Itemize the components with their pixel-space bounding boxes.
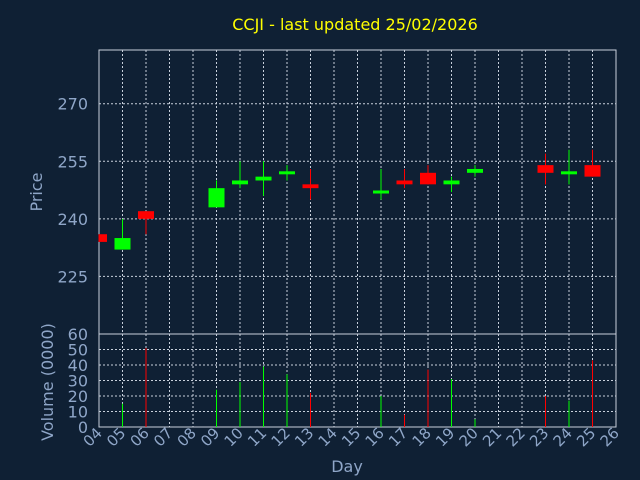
candle-body <box>114 238 131 250</box>
x-tick-label: 06 <box>127 424 153 450</box>
x-tick-label: 24 <box>550 424 576 450</box>
candle <box>467 165 483 177</box>
candle-body <box>255 176 272 181</box>
price-axis-label: Price <box>27 172 46 211</box>
candle-body <box>584 165 601 177</box>
x-tick-label: 25 <box>573 424 599 450</box>
volume-panel-frame <box>98 333 617 428</box>
candle <box>208 180 225 208</box>
candle-body <box>208 188 225 208</box>
candle <box>114 218 131 250</box>
volume-tick-label: 40 <box>68 356 88 375</box>
x-tick-label: 16 <box>362 424 388 450</box>
x-tick-label: 23 <box>526 424 552 450</box>
x-tick-label: 18 <box>409 424 435 450</box>
candle <box>537 153 554 185</box>
candle-body <box>302 184 319 189</box>
x-tick-label: 13 <box>291 424 317 450</box>
x-tick-label: 09 <box>197 424 223 450</box>
candle-body <box>420 172 436 185</box>
price-panel: 225 240 255 270 <box>57 49 617 335</box>
candle <box>561 149 577 185</box>
x-tick-label: 07 <box>150 424 176 450</box>
x-tick-label: 21 <box>479 424 505 450</box>
candle-body <box>561 171 577 175</box>
x-tick-label: 19 <box>432 424 458 450</box>
volume-tick-label: 30 <box>68 372 88 391</box>
volume-axis-label: Volume (0000) <box>38 323 57 441</box>
candle-body <box>467 168 483 173</box>
x-tick-label: 08 <box>174 424 200 450</box>
candle <box>302 168 319 200</box>
volume-tick-label: 20 <box>68 387 88 406</box>
x-axis-label: Day <box>331 457 363 476</box>
candle <box>232 161 248 189</box>
x-tick-label: 22 <box>503 424 529 450</box>
x-tick-label: 15 <box>338 424 364 450</box>
volume-tick-label: 0 <box>78 418 88 437</box>
chart-title: CCJI - last updated 25/02/2026 <box>232 15 478 34</box>
candle-body <box>99 234 107 242</box>
price-tick-label: 255 <box>57 152 88 171</box>
x-tick-label: 05 <box>103 424 129 450</box>
price-tick-label: 225 <box>57 267 88 286</box>
x-axis: 0405060708091011121314151617181920212223… <box>80 424 623 450</box>
x-tick-label: 12 <box>268 424 294 450</box>
candle-body <box>138 211 154 219</box>
candle <box>98 234 107 242</box>
candle-body <box>537 165 554 173</box>
volume-tick-label: 10 <box>68 403 88 422</box>
x-tick-label: 11 <box>244 424 270 450</box>
candle <box>373 168 389 200</box>
volume-tick-label: 60 <box>68 325 88 344</box>
candle-body <box>396 180 413 185</box>
candle-body <box>373 190 389 194</box>
candle <box>443 176 460 192</box>
volume-tick-label: 50 <box>68 341 88 360</box>
x-tick-label: 26 <box>597 424 623 450</box>
x-tick-label: 20 <box>456 424 482 450</box>
price-tick-label: 240 <box>57 210 88 229</box>
candle <box>584 149 601 177</box>
candle-body <box>232 180 248 185</box>
x-tick-label: 10 <box>221 424 247 450</box>
candle-body <box>279 171 295 175</box>
candle <box>255 161 272 196</box>
candle <box>138 211 154 235</box>
candle-body <box>443 180 460 185</box>
candle <box>420 165 436 185</box>
price-tick-label: 270 <box>57 95 88 114</box>
x-tick-label: 14 <box>315 424 341 450</box>
candle <box>396 168 413 189</box>
candle <box>279 165 295 181</box>
x-tick-label: 17 <box>385 424 411 450</box>
